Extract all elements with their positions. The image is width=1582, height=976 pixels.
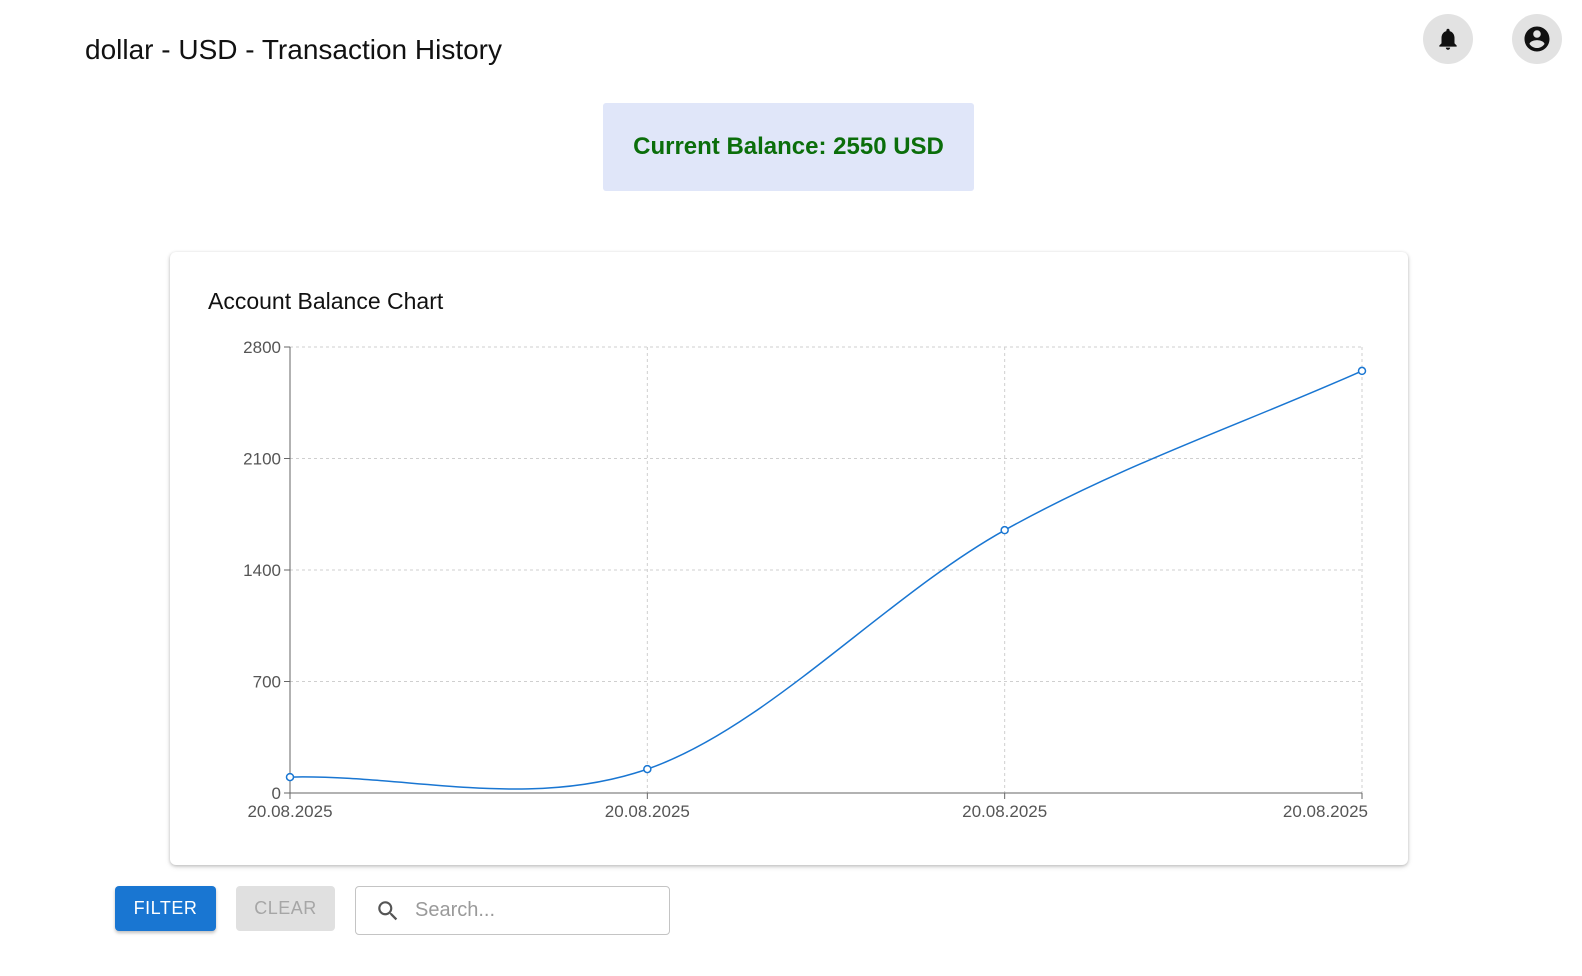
magnifier-icon [375,898,401,924]
chart-title: Account Balance Chart [208,288,444,314]
y-tick-label: 2100 [243,450,281,469]
y-tick-label: 1400 [243,561,281,580]
clear-button[interactable]: CLEAR [236,886,335,931]
data-point [1000,525,1009,535]
x-tick-label: 20.08.2025 [247,802,332,821]
chart-card: Account Balance Chart 0 700 1400 2100 2800 20… [170,252,1408,865]
balance-series-line [289,370,1363,790]
x-tick-label: 20.08.2025 [605,802,690,821]
account-circle-icon [1522,24,1552,54]
page-title: dollar - USD - Transaction History [85,34,503,65]
current-balance-text: Current Balance: 2550 USD [633,133,944,160]
search-field[interactable] [355,886,670,935]
notifications-button[interactable] [1423,14,1473,64]
bell-icon [1435,26,1461,52]
account-button[interactable] [1512,14,1562,64]
balance-panel: Current Balance: 2550 USD [603,103,974,191]
data-point [1357,366,1367,376]
data-point [285,772,295,782]
y-tick-label: 2800 [243,338,281,357]
data-point [643,764,652,774]
balance-line-chart: 0 700 1400 2100 2800 20.08.2025 20.08.2025 20.0… [243,338,1368,821]
y-tick-label: 700 [253,673,281,692]
x-tick-label: 20.08.2025 [1283,802,1368,821]
search-input[interactable] [413,898,657,923]
filter-button[interactable]: FILTER [115,886,216,931]
y-tick-label: 0 [272,784,281,803]
x-tick-label: 20.08.2025 [962,802,1047,821]
